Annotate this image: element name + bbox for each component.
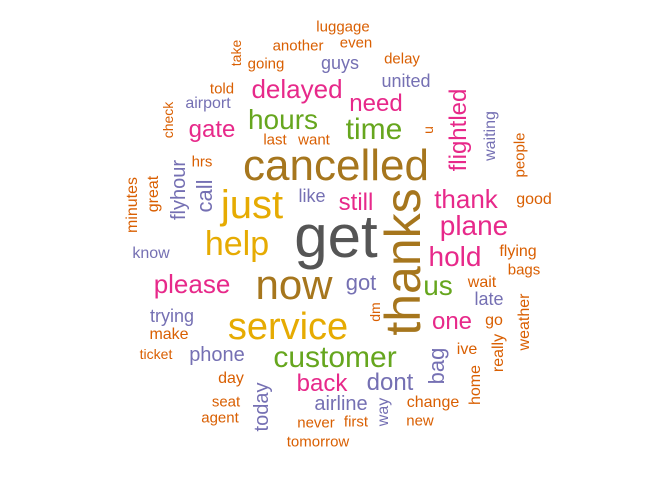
- word-people: people: [511, 132, 529, 178]
- word-delayed: delayed: [251, 74, 343, 104]
- word-thank: thank: [434, 184, 498, 214]
- word-delay: delay: [384, 50, 420, 68]
- word-call: call: [192, 179, 217, 213]
- word-u: u: [420, 126, 436, 134]
- word-bags: bags: [507, 261, 541, 279]
- word-one: one: [431, 308, 473, 335]
- word-need: need: [349, 90, 403, 117]
- word-dont: dont: [366, 369, 414, 396]
- word-still: still: [338, 189, 374, 216]
- word-airport: airport: [185, 95, 231, 112]
- word-going: going: [247, 55, 285, 73]
- word-cancelled: cancelled: [243, 141, 429, 190]
- word-first: first: [343, 413, 369, 431]
- word-help: help: [204, 225, 270, 263]
- word-great: great: [145, 175, 162, 213]
- word-another: another: [272, 37, 324, 55]
- word-now: now: [255, 261, 333, 308]
- word-just: just: [220, 183, 284, 227]
- word-know: know: [132, 245, 170, 262]
- word-bag: bag: [424, 347, 449, 385]
- word-got: got: [345, 270, 377, 295]
- word-guys: guys: [320, 53, 360, 73]
- word-wait: wait: [467, 274, 497, 291]
- word-flightled: flightled: [445, 88, 472, 172]
- word-late: late: [474, 289, 504, 309]
- word-time: time: [345, 113, 403, 146]
- word-flyhour: flyhour: [168, 159, 190, 221]
- word-united: united: [381, 71, 431, 91]
- word-ticket: ticket: [139, 346, 173, 362]
- word-get: get: [294, 203, 378, 270]
- word-go: go: [485, 312, 503, 329]
- word-plane: plane: [439, 210, 509, 241]
- word-dm: dm: [367, 302, 383, 322]
- word-customer: customer: [273, 341, 397, 374]
- word-waiting: waiting: [482, 111, 499, 161]
- word-gate: gate: [188, 116, 236, 143]
- word-want: want: [298, 131, 330, 149]
- word-seat: seat: [211, 393, 241, 411]
- word-agent: agent: [201, 409, 239, 427]
- word-luggage: luggage: [316, 18, 370, 36]
- word-hrs: hrs: [191, 153, 213, 171]
- word-ive: ive: [456, 341, 478, 358]
- word-today: today: [251, 382, 273, 432]
- word-hold: hold: [428, 241, 482, 272]
- word-told: told: [209, 80, 235, 98]
- word-change: change: [406, 394, 460, 411]
- word-make: make: [149, 326, 189, 343]
- word-day: day: [218, 370, 244, 387]
- word-good: good: [516, 191, 552, 208]
- word-take: take: [228, 39, 244, 67]
- word-really: really: [490, 333, 507, 373]
- word-phone: phone: [189, 344, 245, 366]
- word-like: like: [298, 186, 326, 206]
- word-us: us: [423, 270, 453, 301]
- word-never: never: [297, 414, 335, 432]
- word-service: service: [227, 306, 349, 348]
- word-flying: flying: [499, 243, 537, 260]
- word-hours: hours: [247, 104, 319, 135]
- word-trying: trying: [149, 306, 195, 326]
- word-weather: weather: [516, 293, 533, 351]
- word-way: way: [375, 397, 392, 427]
- word-thanks: thanks: [375, 188, 431, 336]
- word-airline: airline: [314, 393, 368, 415]
- word-tomorrow: tomorrow: [286, 433, 350, 451]
- word-even: even: [339, 34, 373, 52]
- word-new: new: [406, 412, 434, 430]
- word-last: last: [263, 131, 287, 149]
- word-home: home: [467, 364, 484, 406]
- word-minutes: minutes: [124, 176, 141, 234]
- word-please: please: [153, 269, 231, 299]
- word-check: check: [160, 101, 176, 139]
- word-back: back: [296, 370, 348, 397]
